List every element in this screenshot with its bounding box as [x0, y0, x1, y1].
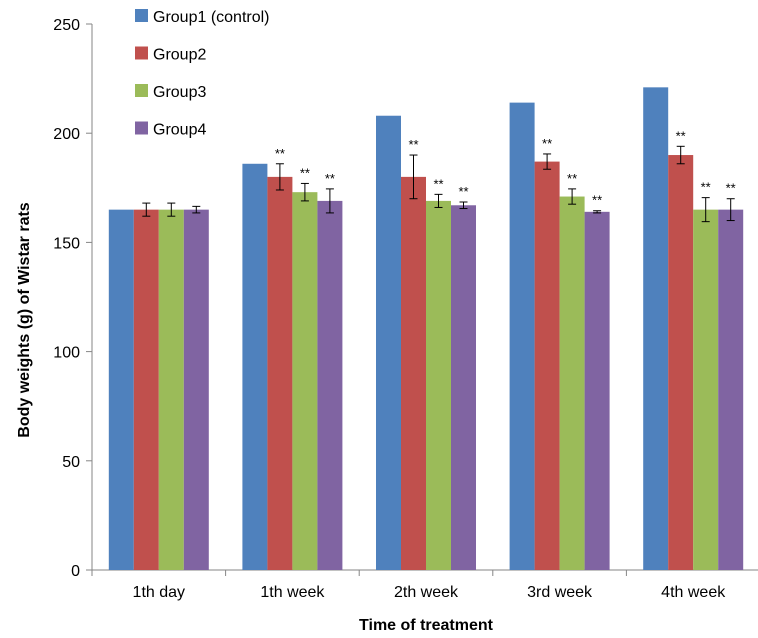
y-axis: 0 50 100 150 200 250	[53, 17, 93, 580]
legend-label: Group4	[153, 122, 206, 139]
significance-label: **	[701, 180, 711, 195]
bar	[158, 209, 184, 570]
x-tick-label: 4th week	[661, 584, 726, 601]
bar	[183, 209, 209, 570]
bar	[559, 196, 585, 570]
bar	[242, 163, 268, 570]
bar	[534, 161, 560, 571]
bar	[584, 211, 610, 570]
bar	[108, 209, 134, 570]
x-tick-label: 3rd week	[527, 584, 593, 601]
significance-label: **	[542, 136, 552, 151]
legend-label: Group2	[153, 47, 206, 64]
bars: ** ** ** ** ** ** ** ** ** ** ** **	[108, 87, 744, 571]
y-axis-title: Body weights (g) of Wistar rats	[16, 202, 33, 438]
legend-swatch	[135, 121, 148, 135]
legend-swatch	[135, 46, 148, 60]
y-tick-label: 200	[53, 126, 80, 143]
y-tick-label: 250	[53, 17, 80, 34]
y-tick-label: 150	[53, 235, 80, 252]
significance-label: **	[567, 171, 577, 186]
bar	[693, 209, 719, 570]
bar	[668, 155, 694, 571]
significance-label: **	[300, 165, 310, 180]
bar	[718, 209, 744, 570]
legend-label: Group3	[153, 84, 206, 101]
significance-label: **	[408, 137, 418, 152]
x-tick-label: 1th day	[133, 584, 185, 601]
legend-swatch	[135, 84, 148, 97]
y-tick-label: 50	[62, 454, 80, 471]
bar	[643, 87, 669, 570]
x-axis-title: Time of treatment	[359, 617, 494, 634]
x-axis: 1th day 1th week 2th week 3rd week 4th week	[91, 569, 758, 601]
bar	[426, 200, 451, 571]
bar	[509, 102, 535, 571]
bar	[401, 176, 426, 570]
bar	[317, 200, 343, 571]
significance-label: **	[275, 146, 285, 161]
significance-label: **	[592, 193, 602, 208]
x-tick-label: 2th week	[394, 584, 459, 601]
y-tick-label: 100	[53, 345, 80, 362]
y-tick-label: 0	[71, 563, 80, 580]
bar	[133, 209, 159, 570]
bar	[451, 205, 476, 570]
significance-label: **	[726, 181, 736, 196]
legend: Group1 (control) Group2 Group3 Group4	[135, 9, 270, 139]
bar	[376, 115, 401, 570]
bar	[267, 176, 293, 570]
legend-label: Group1 (control)	[153, 9, 270, 26]
significance-label: **	[676, 128, 686, 143]
significance-label: **	[433, 176, 443, 191]
bar	[292, 192, 318, 570]
x-tick-label: 1th week	[260, 584, 325, 601]
significance-label: **	[458, 184, 468, 199]
significance-label: **	[325, 171, 335, 186]
legend-swatch	[135, 9, 148, 22]
